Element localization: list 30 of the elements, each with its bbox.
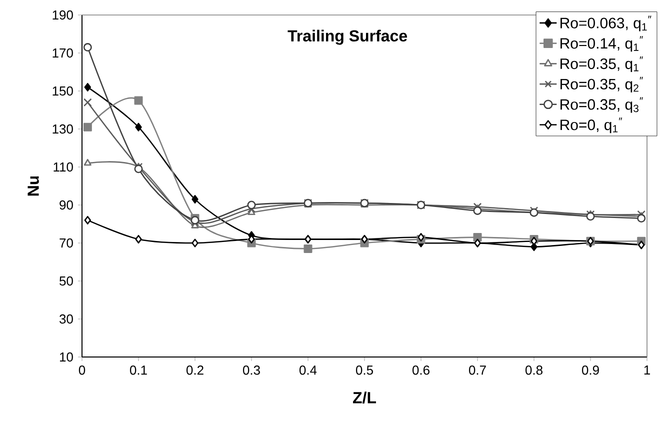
y-tick-label: 170 bbox=[52, 48, 73, 58]
x-tick-label: 0.4 bbox=[299, 366, 317, 375]
x-tick-label: 0.2 bbox=[186, 366, 204, 375]
y-tick-label: 10 bbox=[60, 352, 73, 362]
legend-label: Ro=0.35, q$_{3}$″ bbox=[560, 97, 643, 113]
x-tick-label: 0 bbox=[78, 366, 86, 375]
y-tick-label: 30 bbox=[60, 314, 73, 324]
y-axis-title: Nu bbox=[28, 176, 39, 196]
legend-label: Ro=0.35, q$_{1}$″ bbox=[560, 56, 643, 72]
x-tick-label: 0.8 bbox=[525, 366, 542, 375]
x-tick-label: 0.6 bbox=[412, 366, 430, 375]
x-tick-label: 0.9 bbox=[582, 366, 599, 375]
x-tick-label: 0.1 bbox=[130, 366, 147, 375]
y-tick-label: 150 bbox=[52, 86, 73, 96]
legend-label: Ro=0.14, q$_{1}$″ bbox=[560, 36, 643, 52]
y-tick-label: 70 bbox=[60, 238, 73, 248]
y-tick-label: 50 bbox=[60, 276, 73, 286]
y-tick-label: 130 bbox=[52, 124, 73, 134]
x-tick-label: 0.5 bbox=[356, 366, 373, 375]
y-tick-label: 90 bbox=[60, 200, 73, 210]
x-axis-title: Z/L bbox=[352, 392, 376, 404]
x-tick-label: 1 bbox=[644, 366, 650, 374]
x-tick-label: 0.3 bbox=[242, 366, 260, 375]
legend-label: Ro=0.063, q$_{1}$″ bbox=[560, 16, 652, 32]
legend-label: Ro=0, q$_{1}$″ bbox=[560, 118, 622, 134]
legend-label: Ro=0.35, q$_{2}$″ bbox=[560, 76, 643, 92]
x-tick-label: 0.7 bbox=[468, 366, 486, 375]
text: Trailing Surface bbox=[288, 30, 408, 45]
y-tick-label: 190 bbox=[52, 10, 73, 20]
y-tick-label: 110 bbox=[54, 162, 73, 172]
